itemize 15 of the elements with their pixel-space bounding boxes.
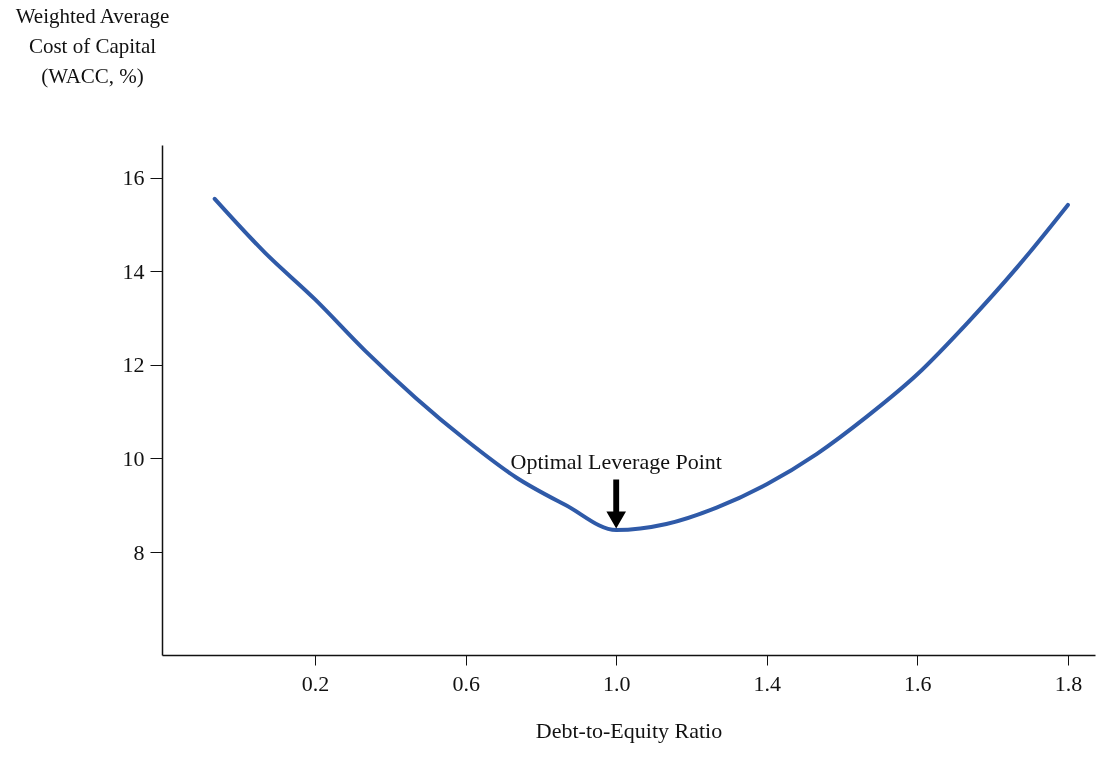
x-tick-label: 0.6 [452, 670, 480, 696]
y-tick-label: 10 [122, 445, 145, 471]
x-axis-title: Debt-to-Equity Ratio [535, 717, 723, 743]
x-tick-label: 1.0 [602, 670, 631, 696]
y-axis-title: Weighted Average Cost of Capital (WACC, %) [15, 3, 170, 88]
y-tick-label: 16 [122, 165, 145, 191]
y-tick-label: 14 [122, 258, 145, 284]
x-tick-label: 1.4 [753, 670, 782, 696]
line-series [212, 196, 1070, 533]
x-tick-label: 0.2 [301, 670, 330, 696]
x-tick-label: 1.6 [904, 670, 932, 696]
y-tick-label: 8 [133, 539, 145, 565]
annotation: Optimal Leverage Point [510, 449, 722, 475]
x-tick-label: 1.8 [1054, 670, 1083, 696]
y-tick-label: 12 [122, 352, 145, 378]
